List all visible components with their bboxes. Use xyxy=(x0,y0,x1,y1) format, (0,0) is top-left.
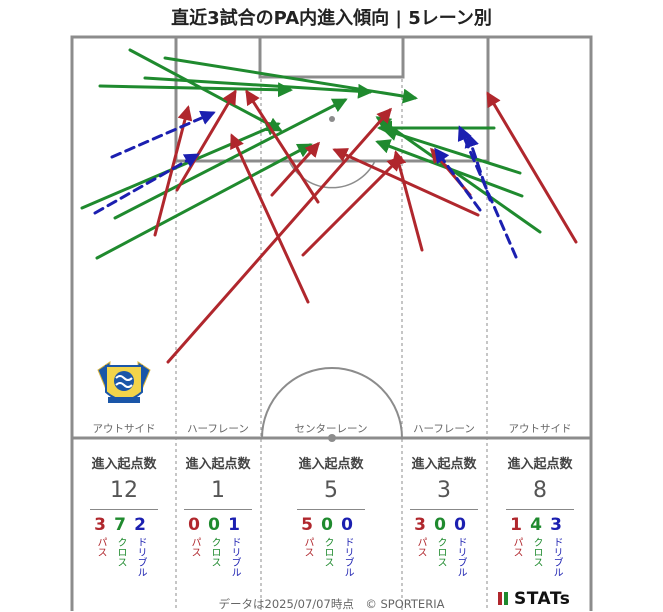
pass-arrow-19 xyxy=(391,150,424,252)
cross-type-label: クロス xyxy=(209,537,220,567)
cross-arrow-8 xyxy=(382,126,522,175)
stat-total: 12 xyxy=(110,478,138,503)
stat-header: 進入起点数 xyxy=(91,457,157,472)
stat-divider xyxy=(90,509,158,510)
cross-arrow-5 xyxy=(113,98,348,220)
dribble-count: 1 xyxy=(228,515,240,535)
pass-arrow-21 xyxy=(486,91,578,244)
cross-type-label: クロス xyxy=(531,537,542,567)
penalty-spot xyxy=(329,116,335,122)
dribble-arrow-25 xyxy=(434,147,482,212)
pass-count: 5 xyxy=(301,515,313,535)
cross-count: 0 xyxy=(208,515,220,535)
brand-logo: STATs xyxy=(498,589,570,609)
dribble-count: 0 xyxy=(454,515,466,535)
stat-total: 5 xyxy=(324,478,338,503)
lane-label-halfspace-right: ハーフレーン xyxy=(413,423,475,435)
pass-type-label: パス xyxy=(415,537,426,557)
lane-label-outside-left: アウトサイド xyxy=(93,423,156,435)
cross-arrow-3 xyxy=(163,56,418,104)
pass-arrow-11 xyxy=(153,105,193,237)
dribble-type-label: ドリブル xyxy=(229,537,240,577)
pass-count: 3 xyxy=(414,515,426,535)
stat-header: 進入起点数 xyxy=(411,457,477,472)
dribble-arrow-23 xyxy=(93,153,200,215)
cross-arrow-2 xyxy=(143,76,373,99)
cross-count: 0 xyxy=(321,515,333,535)
pass-count: 0 xyxy=(188,515,200,535)
pass-arrow-12 xyxy=(175,89,237,192)
pass-arrow-18 xyxy=(332,148,480,217)
footer-note: データは2025/07/07時点 © SPORTERIA xyxy=(218,597,445,611)
stat-divider xyxy=(410,509,478,510)
dribble-type-label: ドリブル xyxy=(455,537,466,577)
pass-type-label: パス xyxy=(95,537,106,557)
pass-arrow-14 xyxy=(270,141,321,197)
pass-arrow-13 xyxy=(245,89,320,204)
cross-type-label: クロス xyxy=(115,537,126,567)
pass-count: 1 xyxy=(510,515,522,535)
stat-header: 進入起点数 xyxy=(185,457,251,472)
dribble-type-label: ドリブル xyxy=(551,537,562,577)
stat-total: 1 xyxy=(211,478,225,503)
dribble-count: 0 xyxy=(341,515,353,535)
stat-header: 進入起点数 xyxy=(298,457,364,472)
lane-label-halfspace-left: ハーフレーン xyxy=(187,423,249,435)
cross-type-label: クロス xyxy=(435,537,446,567)
dribble-arrow-22 xyxy=(110,110,216,159)
pass-type-label: パス xyxy=(189,537,200,557)
center-spot xyxy=(328,434,336,442)
stat-header: 進入起点数 xyxy=(507,457,573,472)
team-crest-icon xyxy=(97,361,151,403)
dribble-arrow-26 xyxy=(464,132,492,202)
chart-title: 直近3試合のPA内進入傾向 | 5レーン別 xyxy=(171,8,492,29)
cross-arrow-0 xyxy=(128,48,283,132)
pass-arrow-15 xyxy=(230,133,310,304)
stat-divider xyxy=(506,509,574,510)
cross-count: 4 xyxy=(530,515,542,535)
pass-arrow-17 xyxy=(301,155,403,257)
dribble-type-label: ドリブル xyxy=(342,537,353,577)
entry-arrows xyxy=(80,48,578,364)
cross-type-label: クロス xyxy=(322,537,333,567)
stat-divider xyxy=(184,509,252,510)
cross-count: 7 xyxy=(114,515,126,535)
lane-label-center: センターレーン xyxy=(295,423,368,435)
dribble-type-label: ドリブル xyxy=(135,537,146,577)
pass-type-label: パス xyxy=(511,537,522,557)
pass-type-label: パス xyxy=(302,537,313,557)
pass-count: 3 xyxy=(94,515,106,535)
cross-arrow-1 xyxy=(98,82,293,98)
lane-label-outside-right: アウトサイド xyxy=(509,423,572,435)
pass-arrow-16 xyxy=(166,107,392,364)
stat-total: 8 xyxy=(533,478,547,503)
stat-total: 3 xyxy=(437,478,451,503)
stat-divider xyxy=(297,509,365,510)
brand-text: STATs xyxy=(514,589,571,609)
cross-arrow-6 xyxy=(95,143,313,260)
dribble-count: 2 xyxy=(134,515,146,535)
dribble-count: 3 xyxy=(550,515,562,535)
cross-count: 0 xyxy=(434,515,446,535)
